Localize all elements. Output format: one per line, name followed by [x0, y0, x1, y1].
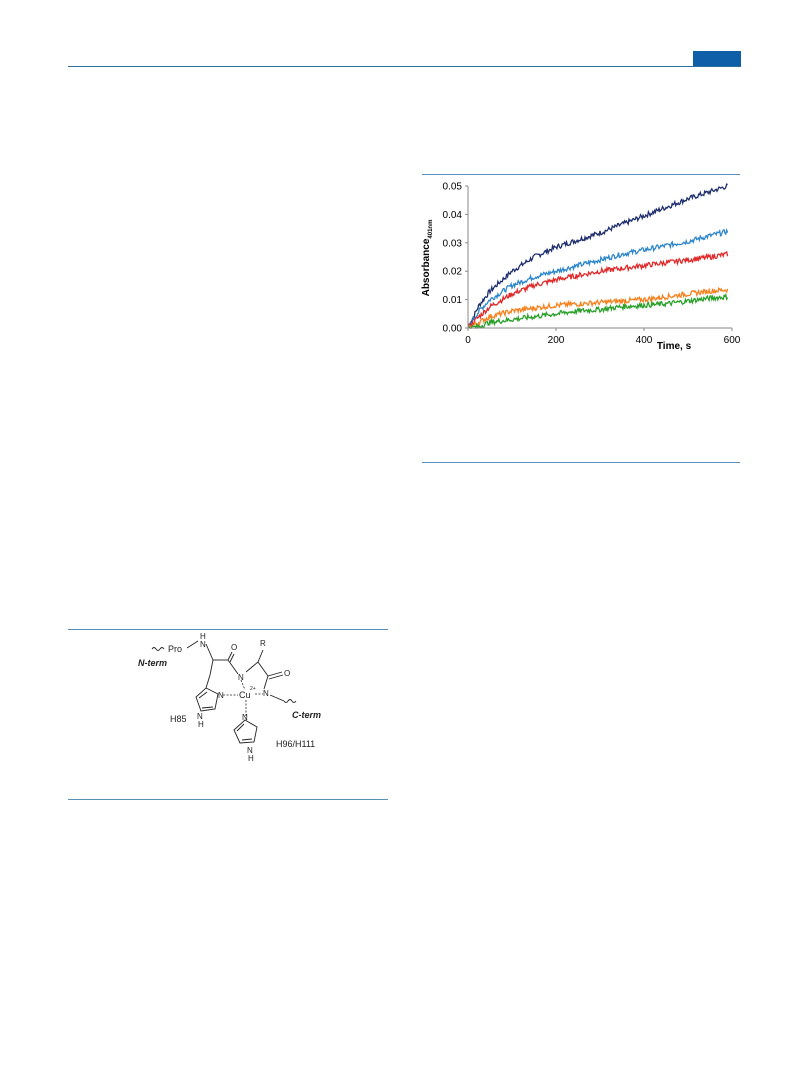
- label-h85: H85: [170, 714, 187, 724]
- label-cu-charge: 2+: [250, 686, 256, 692]
- y-tick-layer: 0.00 0.01 0.02 0.03 0.04 0.05: [443, 182, 468, 335]
- label-n-imid2: N: [242, 713, 248, 722]
- label-n-imid1: N: [218, 691, 224, 700]
- label-h-imid2: H: [248, 754, 254, 763]
- label-r: R: [260, 639, 266, 648]
- bond-carbonyl-o: [227, 651, 233, 661]
- label-n-imid2-h: N: [247, 746, 253, 755]
- y-tick-label: 0.05: [443, 182, 463, 193]
- label-n-amide2: N: [263, 689, 269, 698]
- x-tick-label: 0: [465, 335, 471, 346]
- imidazole-h85-double-bond: [198, 691, 208, 699]
- label-h-imid1: H: [198, 720, 204, 729]
- x-tick-label: 600: [724, 335, 741, 346]
- figure-bottom-rule-lower: [68, 799, 388, 800]
- y-tick-label: 0.00: [443, 324, 463, 335]
- copper-complex-structure: Pro H N O R O N-term C-term N N Cu 2+ N …: [138, 632, 321, 763]
- bond-c2-o: [267, 671, 283, 677]
- label-n-term: N-term: [138, 658, 167, 668]
- bond-nh-calpha: [205, 643, 214, 661]
- label-n-amide1: N: [238, 673, 244, 682]
- series-line-1: [467, 183, 728, 329]
- figure-top-rule-lower: [422, 462, 740, 463]
- bond-calpha2-c2: [257, 661, 269, 677]
- imidazole-h96-double-bond-2: [241, 738, 253, 741]
- bond-carbonyl-o-double: [229, 653, 235, 663]
- label-o-left: O: [231, 643, 237, 652]
- header-accent-tab: [693, 51, 741, 66]
- bond-c2-o-double: [268, 674, 284, 680]
- label-c-term: C-term: [292, 710, 321, 720]
- bond-ch2-imidazole: [205, 674, 211, 689]
- n-term-wavy-bond: [151, 647, 165, 651]
- label-n-imid1-h: N: [197, 712, 203, 721]
- figure-bottom-rule-upper: [68, 629, 388, 630]
- series-line-5: [467, 292, 729, 330]
- chart-series-layer: [467, 183, 729, 330]
- bond-calpha-ch2: [209, 659, 214, 676]
- y-tick-label: 0.04: [443, 210, 463, 221]
- header-rule: [68, 66, 741, 67]
- imidazole-ring-h85: [195, 687, 219, 712]
- bond-n-cterm: [269, 694, 285, 702]
- label-h96-h111: H96/H111: [276, 739, 315, 749]
- x-tick-label: 400: [636, 335, 653, 346]
- coord-bond-cu-n-amide1: [240, 679, 246, 691]
- y-axis-label-sub: 401nm: [428, 220, 434, 239]
- x-tick-label: 200: [548, 335, 565, 346]
- series-line-3: [467, 251, 729, 329]
- x-tick-layer: 0 200 400 600: [465, 328, 741, 346]
- absorbance-chart: 0.00 0.01 0.02 0.03 0.04 0.05 0 200 400 600 Time…: [421, 182, 741, 353]
- bond-pro-nh: [186, 640, 199, 649]
- bond-calpha2-r: [257, 649, 264, 663]
- bond-carbonyl-n: [227, 659, 239, 675]
- label-nh-n: N: [200, 640, 206, 649]
- c-term-wavy-bond: [283, 699, 297, 703]
- series-line-2: [467, 227, 729, 329]
- bond-n-calpha2: [245, 661, 259, 673]
- y-axis-label: Absorbance401nm: [421, 220, 434, 297]
- label-cu: Cu: [239, 690, 251, 700]
- y-tick-label: 0.01: [443, 295, 463, 306]
- label-o-right: O: [284, 669, 290, 678]
- imidazole-h85-double-bond-2: [201, 706, 214, 709]
- label-nh-h: H: [200, 632, 206, 641]
- imidazole-ring-h96: [233, 719, 258, 744]
- x-axis-label: Time, s: [657, 341, 692, 352]
- imidazole-h96-double-bond: [236, 723, 245, 732]
- figure-top-rule-upper: [422, 174, 740, 175]
- series-line-4: [467, 286, 729, 329]
- label-pro: Pro: [168, 644, 182, 654]
- y-tick-label: 0.02: [443, 267, 463, 278]
- y-axis-label-main: Absorbance: [421, 238, 432, 296]
- bond-c2-n: [263, 675, 269, 690]
- y-tick-label: 0.03: [443, 238, 463, 249]
